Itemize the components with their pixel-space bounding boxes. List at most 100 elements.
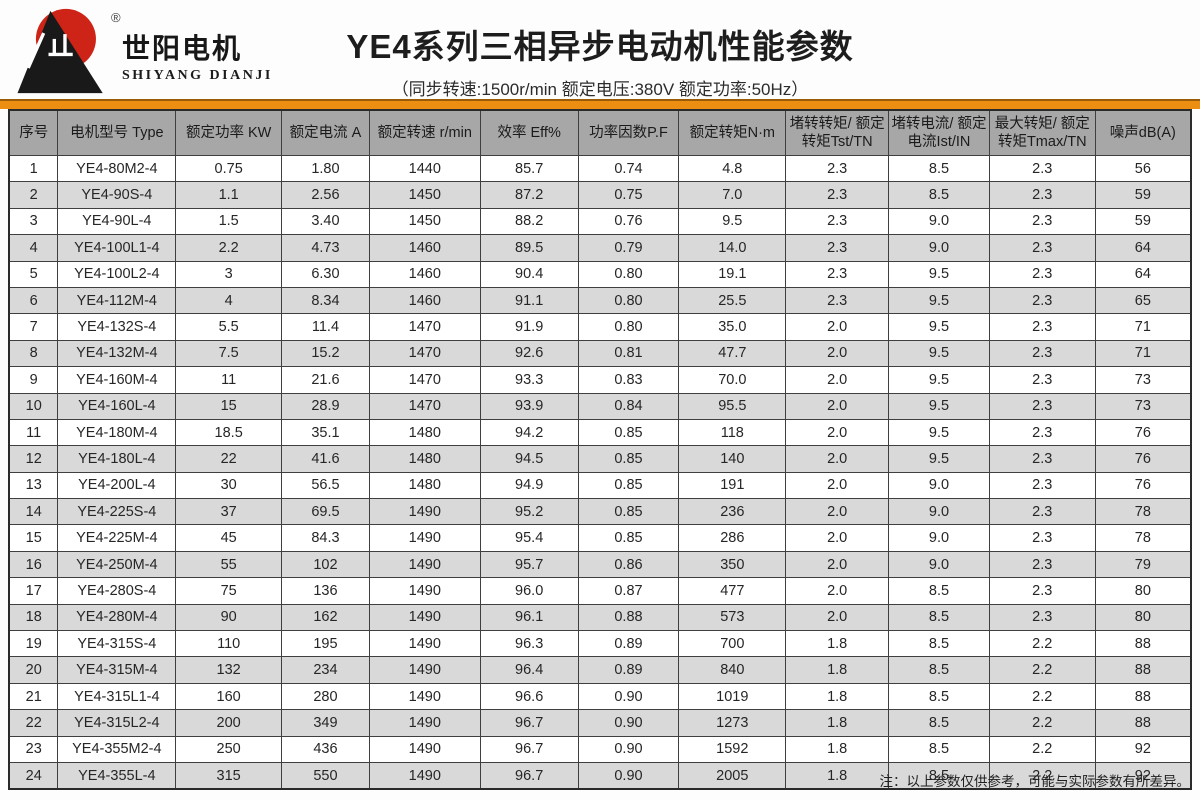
table-cell: 315 [175, 761, 283, 790]
table-cell: 2 [8, 181, 59, 209]
table-cell: YE4-315S-4 [57, 630, 177, 658]
table-cell: 2.0 [785, 471, 890, 500]
table-cell: 8.5 [888, 682, 990, 711]
table-cell: YE4-100L1-4 [57, 234, 177, 262]
table-cell: 15 [175, 392, 283, 420]
table-row: 5 YE4-100L2-4 3 6.30 1460 90.4 0.80 19.1 2.3 9.5 2… [8, 260, 1192, 288]
table-row: 8 YE4-132M-4 7.5 15.2 1470 92.6 0.81 47.7 2.0 9.5… [8, 339, 1192, 368]
table-cell: 2.3 [988, 445, 1096, 473]
table-cell: 9.0 [888, 498, 990, 526]
table-cell: 2.2 [988, 682, 1096, 711]
table-cell: 95.2 [479, 498, 579, 526]
logo-name-en: SHIYANG DIANJI [122, 67, 273, 83]
table-cell: YE4-112M-4 [57, 286, 177, 315]
table-cell: 10 [8, 392, 59, 420]
table-cell: 0.84 [577, 392, 680, 420]
table-cell: 84.3 [281, 524, 370, 552]
table-cell: YE4-225M-4 [57, 524, 177, 552]
table-cell: 8.5 [888, 735, 990, 763]
table-cell: 2.2 [988, 656, 1096, 684]
table-cell: 85.7 [479, 154, 579, 183]
table-row: 15 YE4-225M-4 45 84.3 1490 95.4 0.85 286 2.0 9.0 2… [8, 524, 1192, 552]
table-cell: 24 [8, 761, 59, 790]
table-cell: 2.3 [988, 524, 1096, 552]
table-cell: 2.0 [785, 418, 890, 447]
table-cell: YE4-200L-4 [57, 471, 177, 500]
table-cell: 4.8 [678, 154, 787, 183]
table-cell: 23 [8, 735, 59, 763]
table-row: 1 YE4-80M2-4 0.75 1.80 1440 85.7 0.74 4.8 2.3 8.5… [8, 154, 1192, 183]
table-cell: 19 [8, 630, 59, 658]
table-row: 16 YE4-250M-4 55 102 1490 95.7 0.86 350 2.0 9.0 2.… [8, 550, 1192, 579]
table-cell: 2.3 [988, 392, 1096, 420]
table-row: 17 YE4-280S-4 75 136 1490 96.0 0.87 477 2.0 8.5 2.… [8, 577, 1192, 605]
table-cell: 700 [678, 630, 787, 658]
table-row: 4 YE4-100L1-4 2.2 4.73 1460 89.5 0.79 14.0 2.3 9.… [8, 234, 1192, 262]
table-row: 2 YE4-90S-4 1.1 2.56 1450 87.2 0.75 7.0 2.3 8.5 2.… [8, 181, 1192, 209]
table-cell: 2.3 [988, 339, 1096, 368]
table-cell: 17 [8, 577, 59, 605]
table-cell: 1.8 [785, 656, 890, 684]
table-cell: 160 [175, 682, 283, 711]
table-cell: 102 [281, 550, 370, 579]
table-cell: 2.0 [785, 339, 890, 368]
table-cell: 1460 [368, 234, 481, 262]
table-cell: 2.2 [988, 761, 1096, 790]
table-cell: 2.3 [785, 154, 890, 183]
table-cell: 45 [175, 524, 283, 552]
table-header-row: 序号 电机型号 Type 额定功率 KW 额定电流 A 额定转速 r/min 效率 Eff… [8, 109, 1192, 156]
table-cell: YE4-90S-4 [57, 181, 177, 209]
table-cell: 6.30 [281, 260, 370, 288]
table-cell: 9 [8, 366, 59, 394]
table-row: 23 YE4-355M2-4 250 436 1490 96.7 0.90 1592 1.8 8.… [8, 735, 1192, 763]
page-title: YE4系列三相异步电动机性能参数 [346, 28, 854, 65]
table-cell: 2005 [678, 761, 787, 790]
table-cell: 7.5 [175, 339, 283, 368]
table-row: 21 YE4-315L1-4 160 280 1490 96.6 0.90 1019 1.8 8.… [8, 682, 1192, 711]
column-header: 最大转矩/ 额定转矩Tmax/TN [988, 109, 1096, 156]
table-cell: 4 [8, 234, 59, 262]
table-cell: 0.87 [577, 577, 680, 605]
table-cell: 13 [8, 471, 59, 500]
table-cell: YE4-132M-4 [57, 339, 177, 368]
table-cell: YE4-90L-4 [57, 207, 177, 236]
table-cell: 1470 [368, 339, 481, 368]
table-row: 9 YE4-160M-4 11 21.6 1470 93.3 0.83 70.0 2.0 9.5 2… [8, 366, 1192, 394]
table-cell: 14 [8, 498, 59, 526]
table-cell: 9.0 [888, 524, 990, 552]
table-cell: 88 [1094, 682, 1192, 711]
table-cell: 35.1 [281, 418, 370, 447]
table-cell: 47.7 [678, 339, 787, 368]
table-cell: YE4-180M-4 [57, 418, 177, 447]
table-cell: 88 [1094, 656, 1192, 684]
table-cell: 1490 [368, 735, 481, 763]
table-cell: 840 [678, 656, 787, 684]
table-cell: 2.0 [785, 313, 890, 341]
table-cell: 250 [175, 735, 283, 763]
table-cell: YE4-100L2-4 [57, 260, 177, 288]
table-cell: 1450 [368, 181, 481, 209]
table-cell: 95.7 [479, 550, 579, 579]
table-cell: 2.0 [785, 603, 890, 632]
table-cell: 7 [8, 313, 59, 341]
table-cell: 1440 [368, 154, 481, 183]
table-cell: 93.3 [479, 366, 579, 394]
table-cell: 280 [281, 682, 370, 711]
column-header: 堵转电流/ 额定电流Ist/IN [888, 109, 990, 156]
table-cell: 20 [8, 656, 59, 684]
column-header: 额定转矩N·m [678, 109, 787, 156]
table-row: 7 YE4-132S-4 5.5 11.4 1470 91.9 0.80 35.0 2.0 9.5… [8, 313, 1192, 341]
table-cell: 550 [281, 761, 370, 790]
table-cell: YE4-132S-4 [57, 313, 177, 341]
table-cell: 3.40 [281, 207, 370, 236]
table-row: 3 YE4-90L-4 1.5 3.40 1450 88.2 0.76 9.5 2.3 9.0 2.… [8, 207, 1192, 236]
table-cell: 11.4 [281, 313, 370, 341]
table-cell: 56 [1094, 154, 1192, 183]
table-cell: 1019 [678, 682, 787, 711]
table-cell: 9.5 [888, 392, 990, 420]
table-cell: 59 [1094, 181, 1192, 209]
table-cell: 0.85 [577, 445, 680, 473]
table-cell: 0.79 [577, 234, 680, 262]
table-cell: 1.8 [785, 682, 890, 711]
